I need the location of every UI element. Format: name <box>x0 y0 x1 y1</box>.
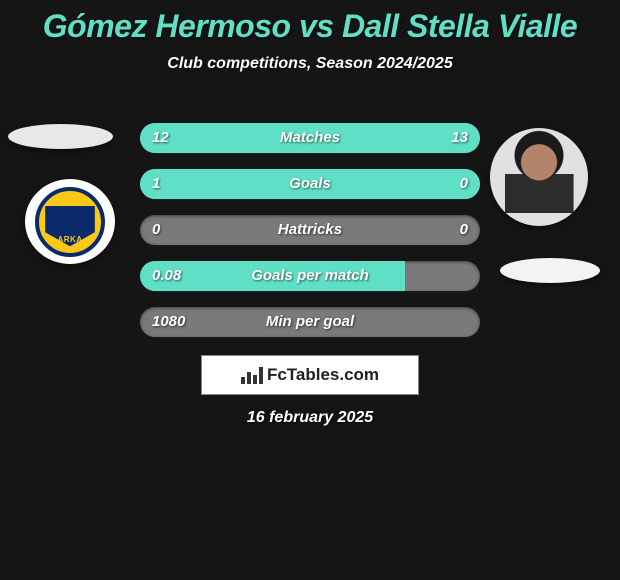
stat-label: Matches <box>140 123 480 153</box>
stat-label: Goals per match <box>140 261 480 291</box>
subtitle: Club competitions, Season 2024/2025 <box>0 55 620 73</box>
player-right-avatar <box>490 128 588 226</box>
stat-row: 1080Min per goal <box>140 307 480 337</box>
stat-row: 1Goals0 <box>140 169 480 199</box>
brand-chart-icon <box>241 366 263 384</box>
stat-value-right: 0 <box>460 215 468 245</box>
stat-label: Min per goal <box>140 307 480 337</box>
stat-value-right: 13 <box>451 123 468 153</box>
stat-value-right: 0 <box>460 169 468 199</box>
brand-box[interactable]: FcTables.com <box>201 355 419 395</box>
club-crest-icon <box>35 187 105 257</box>
page-title: Gómez Hermoso vs Dall Stella Vialle <box>0 0 620 45</box>
player-left-avatar <box>8 124 113 149</box>
stat-label: Goals <box>140 169 480 199</box>
club-left-badge <box>25 179 115 264</box>
stat-row: 0Hattricks0 <box>140 215 480 245</box>
date-line: 16 february 2025 <box>0 409 620 427</box>
club-right-badge <box>500 258 600 283</box>
stat-row: 0.08Goals per match <box>140 261 480 291</box>
brand-text: FcTables.com <box>267 365 379 385</box>
stat-label: Hattricks <box>140 215 480 245</box>
stat-row: 12Matches13 <box>140 123 480 153</box>
